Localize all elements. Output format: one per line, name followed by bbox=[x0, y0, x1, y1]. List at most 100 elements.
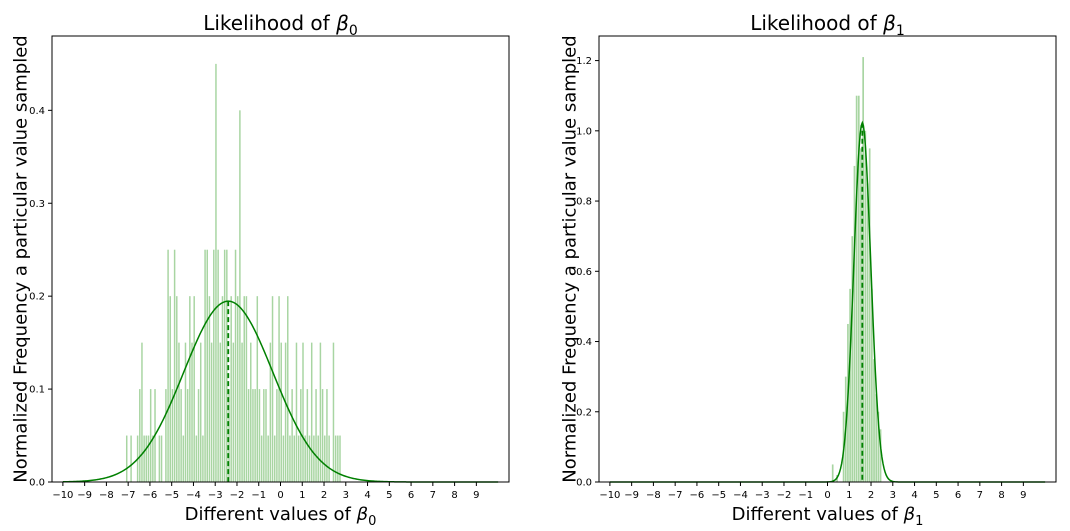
histogram-bar bbox=[182, 435, 185, 482]
y-tick-label: 0.4 bbox=[576, 337, 592, 348]
x-tick-label: −7 bbox=[121, 490, 136, 501]
histogram-bar bbox=[169, 296, 171, 482]
histogram-bar bbox=[269, 342, 272, 482]
histogram-bar bbox=[130, 435, 132, 482]
x-tick-label: 4 bbox=[911, 490, 917, 501]
histogram-bar bbox=[334, 435, 337, 482]
x-tick-label: −2 bbox=[230, 490, 245, 501]
histogram-bar bbox=[868, 148, 871, 482]
histogram-bar bbox=[328, 435, 330, 482]
histogram-bar bbox=[293, 435, 296, 482]
histogram-bar bbox=[165, 389, 167, 482]
x-tick-label: −10 bbox=[52, 490, 73, 501]
y-tick-label: 0.2 bbox=[29, 292, 45, 303]
histogram-bar bbox=[310, 342, 313, 482]
x-axis-label: Different values of β1 bbox=[732, 504, 924, 529]
histogram-bar bbox=[217, 249, 219, 482]
histogram-bar bbox=[189, 296, 191, 482]
x-tick-label: −3 bbox=[755, 490, 770, 501]
x-tick-label: 8 bbox=[451, 490, 457, 501]
histogram-bar bbox=[315, 389, 317, 482]
histogram-bar bbox=[853, 165, 856, 482]
histogram-bar bbox=[271, 296, 274, 482]
histogram-bar bbox=[879, 429, 882, 482]
y-tick-label: 0.3 bbox=[29, 199, 45, 210]
histogram-bar bbox=[178, 342, 180, 482]
x-tick-label: 2 bbox=[321, 490, 327, 501]
histogram-bar bbox=[831, 464, 834, 482]
y-tick-label: 0.2 bbox=[576, 407, 592, 418]
histogram-bar bbox=[236, 296, 239, 482]
histogram-bars bbox=[831, 57, 882, 483]
histogram-bar bbox=[851, 236, 854, 482]
histogram-bar bbox=[254, 389, 256, 482]
histogram-bar bbox=[210, 342, 213, 482]
x-tick-label: 7 bbox=[977, 490, 983, 501]
histogram-bar bbox=[232, 342, 235, 482]
x-tick-label: 0 bbox=[277, 490, 283, 501]
y-tick-label: 0.0 bbox=[576, 478, 592, 489]
histogram-bar bbox=[141, 342, 143, 482]
histogram-bar bbox=[871, 288, 873, 482]
x-tick-label: −5 bbox=[711, 490, 726, 501]
histogram-bar bbox=[226, 249, 228, 482]
histogram-bar bbox=[332, 342, 335, 482]
histogram-bar bbox=[866, 183, 869, 482]
chart-title: Likelihood of β0 bbox=[203, 11, 358, 39]
histogram-bar bbox=[306, 389, 309, 482]
x-tick-label: 5 bbox=[933, 490, 939, 501]
histogram-bar bbox=[139, 389, 141, 482]
x-tick-label: −9 bbox=[77, 490, 92, 501]
x-tick-label: 6 bbox=[408, 490, 414, 501]
x-tick-label: −5 bbox=[164, 490, 179, 501]
x-tick-label: 9 bbox=[473, 490, 479, 501]
histogram-bar bbox=[239, 110, 241, 482]
histogram-bar bbox=[860, 148, 862, 482]
histogram-bar bbox=[125, 435, 128, 482]
histogram-bar bbox=[304, 435, 306, 482]
histogram-bar bbox=[234, 249, 237, 482]
histogram-bar bbox=[313, 435, 315, 482]
histogram-bar bbox=[147, 435, 150, 482]
histogram-bar bbox=[202, 435, 204, 482]
y-axis-label: Normalized Frequency a particular value … bbox=[10, 35, 31, 482]
x-tick-label: 1 bbox=[846, 490, 852, 501]
x-tick-label: −3 bbox=[208, 490, 223, 501]
histogram-bar bbox=[241, 342, 243, 482]
histogram-bar bbox=[252, 389, 254, 482]
histogram-bar bbox=[186, 389, 189, 482]
x-tick-label: 6 bbox=[955, 490, 961, 501]
histogram-bar bbox=[857, 95, 860, 482]
histogram-bar bbox=[206, 249, 208, 482]
histogram-bar bbox=[291, 389, 293, 482]
histogram-bar bbox=[256, 296, 259, 482]
x-tick-label: −8 bbox=[99, 490, 114, 501]
histogram-bar bbox=[143, 435, 145, 482]
histogram-bar bbox=[321, 389, 324, 482]
histogram-bar bbox=[267, 435, 269, 482]
histogram-bar bbox=[213, 249, 215, 482]
histogram-bar bbox=[265, 389, 267, 482]
histogram-bar bbox=[180, 389, 182, 482]
x-tick-label: −1 bbox=[251, 490, 266, 501]
chart-title: Likelihood of β1 bbox=[750, 11, 905, 39]
histogram-bar bbox=[215, 63, 217, 482]
y-tick-label: 0.8 bbox=[576, 197, 592, 208]
histogram-bar bbox=[149, 389, 152, 482]
histogram-bar bbox=[152, 435, 154, 482]
y-tick-label: 1.0 bbox=[576, 126, 592, 137]
x-tick-label: 9 bbox=[1020, 490, 1026, 501]
histogram-bar bbox=[324, 435, 326, 482]
chart-beta1: −10 −9 −8 −7 −6 −5 −4 −3 −2 −1 0 1 2 3 4 5 6 7 8 90.00.20.4… bbox=[559, 11, 1057, 529]
histogram-bar bbox=[247, 389, 250, 482]
y-tick-label: 0.0 bbox=[29, 478, 45, 489]
histogram-bar bbox=[195, 435, 198, 482]
histogram-bar bbox=[276, 389, 278, 482]
x-tick-label: 8 bbox=[998, 490, 1004, 501]
x-tick-label: −8 bbox=[646, 490, 661, 501]
histogram-bar bbox=[230, 296, 232, 482]
histogram-bar bbox=[337, 435, 339, 482]
x-tick-label: 3 bbox=[890, 490, 896, 501]
histogram-bar bbox=[145, 435, 148, 482]
